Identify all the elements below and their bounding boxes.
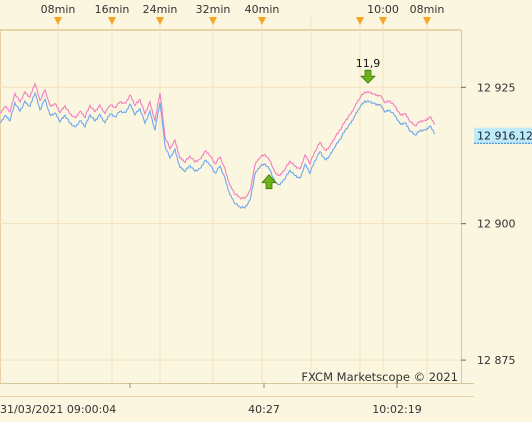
time-tick-label-bottom: 40:27 [248, 403, 280, 416]
current-price-tag [474, 127, 532, 144]
time-tick-label-top: 32min [196, 3, 231, 16]
plot-frame [0, 30, 462, 384]
triangle-marker-icon [258, 17, 266, 25]
triangle-marker-icon [156, 17, 164, 25]
triangle-marker-icon [423, 17, 431, 25]
triangle-marker-icon [54, 17, 62, 25]
triangle-marker-icon [108, 17, 116, 25]
time-tick-label-top: 08min [41, 3, 76, 16]
price-axis: 12 925 12 900 12 875 12 916,12 [461, 30, 532, 383]
time-tick-label-top: 10:00 [367, 3, 399, 16]
bottom-axis-strip [0, 396, 474, 397]
time-tick-label-top: 24min [143, 3, 178, 16]
price-tick-label: 12 925 [477, 81, 516, 94]
triangle-marker-icon [209, 17, 217, 25]
current-price-label: 12 916,12 [477, 130, 532, 143]
price-tick-label: 12 900 [477, 218, 516, 231]
triangle-marker-icon [356, 17, 364, 25]
plot-area: 11,9 [0, 17, 462, 384]
time-tick-label-top: 40min [245, 3, 280, 16]
sell-marker-icon [360, 69, 376, 84]
time-axis-bottom: 31/03/2021 09:00:04 40:27 10:02:19 [0, 383, 474, 416]
price-series-line-ask [0, 82, 436, 200]
time-tick-label-bottom: 10:02:19 [372, 403, 421, 416]
time-tick-label-top: 16min [95, 3, 130, 16]
time-tick-label-bottom: 31/03/2021 09:00:04 [0, 403, 116, 416]
time-axis-top: 08min 16min 24min 32min 40min 10:00 08min [0, 3, 461, 30]
price-tick-label: 12 875 [477, 354, 516, 367]
watermark: FXCM Marketscope © 2021 [301, 370, 458, 384]
price-series-line-bid [0, 91, 436, 210]
triangle-marker-icon [379, 17, 387, 25]
buy-marker-icon [261, 174, 277, 190]
time-tick-label-top: 08min [410, 3, 445, 16]
trade-label: 11,9 [356, 57, 381, 70]
